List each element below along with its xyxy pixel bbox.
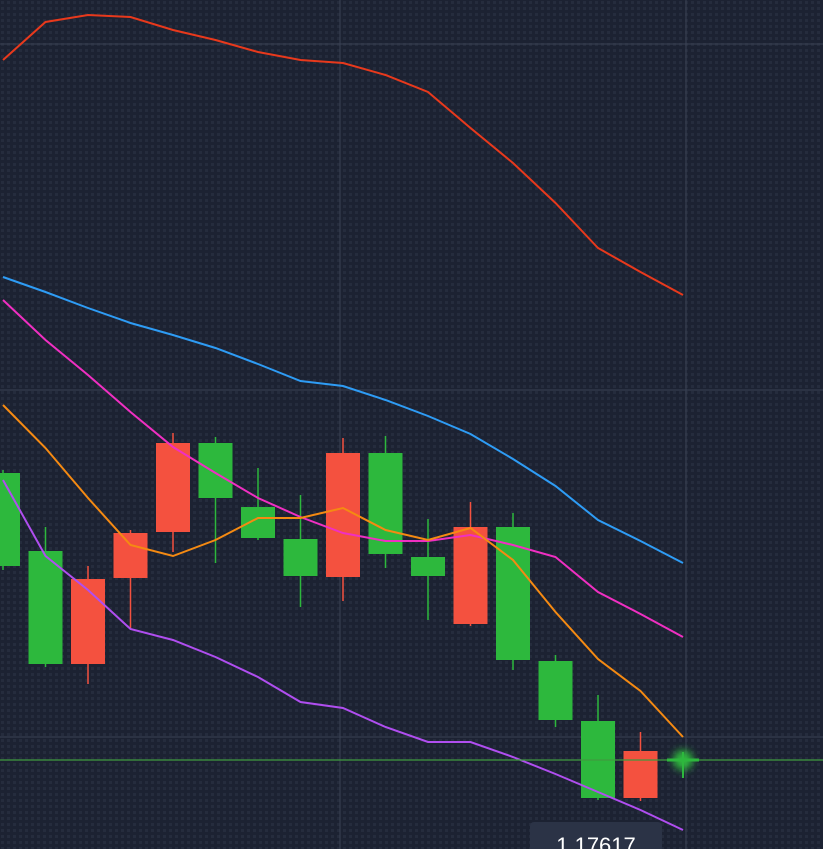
candle-body	[283, 539, 318, 576]
candle-body	[623, 751, 658, 798]
indicator-line	[2, 404, 684, 738]
candle-body	[241, 507, 275, 538]
price-label: 1.17617	[556, 833, 636, 849]
indicator-line	[2, 276, 684, 564]
candle-body	[113, 533, 148, 578]
indicator-line	[2, 13, 684, 296]
price-label-box	[530, 822, 662, 849]
candle-body	[368, 453, 403, 554]
candle-body	[0, 473, 20, 566]
indicator-line	[2, 479, 684, 831]
candle-body	[496, 527, 530, 660]
candle-body	[198, 443, 233, 498]
candle-body	[71, 579, 105, 664]
candle-body	[326, 453, 360, 577]
candle-body	[411, 557, 445, 576]
candle-body	[538, 661, 573, 720]
plot-area	[0, 13, 823, 831]
candle-body	[28, 551, 63, 664]
candle-body	[453, 527, 488, 624]
indicator-line	[2, 299, 684, 638]
candle-body	[156, 443, 190, 532]
